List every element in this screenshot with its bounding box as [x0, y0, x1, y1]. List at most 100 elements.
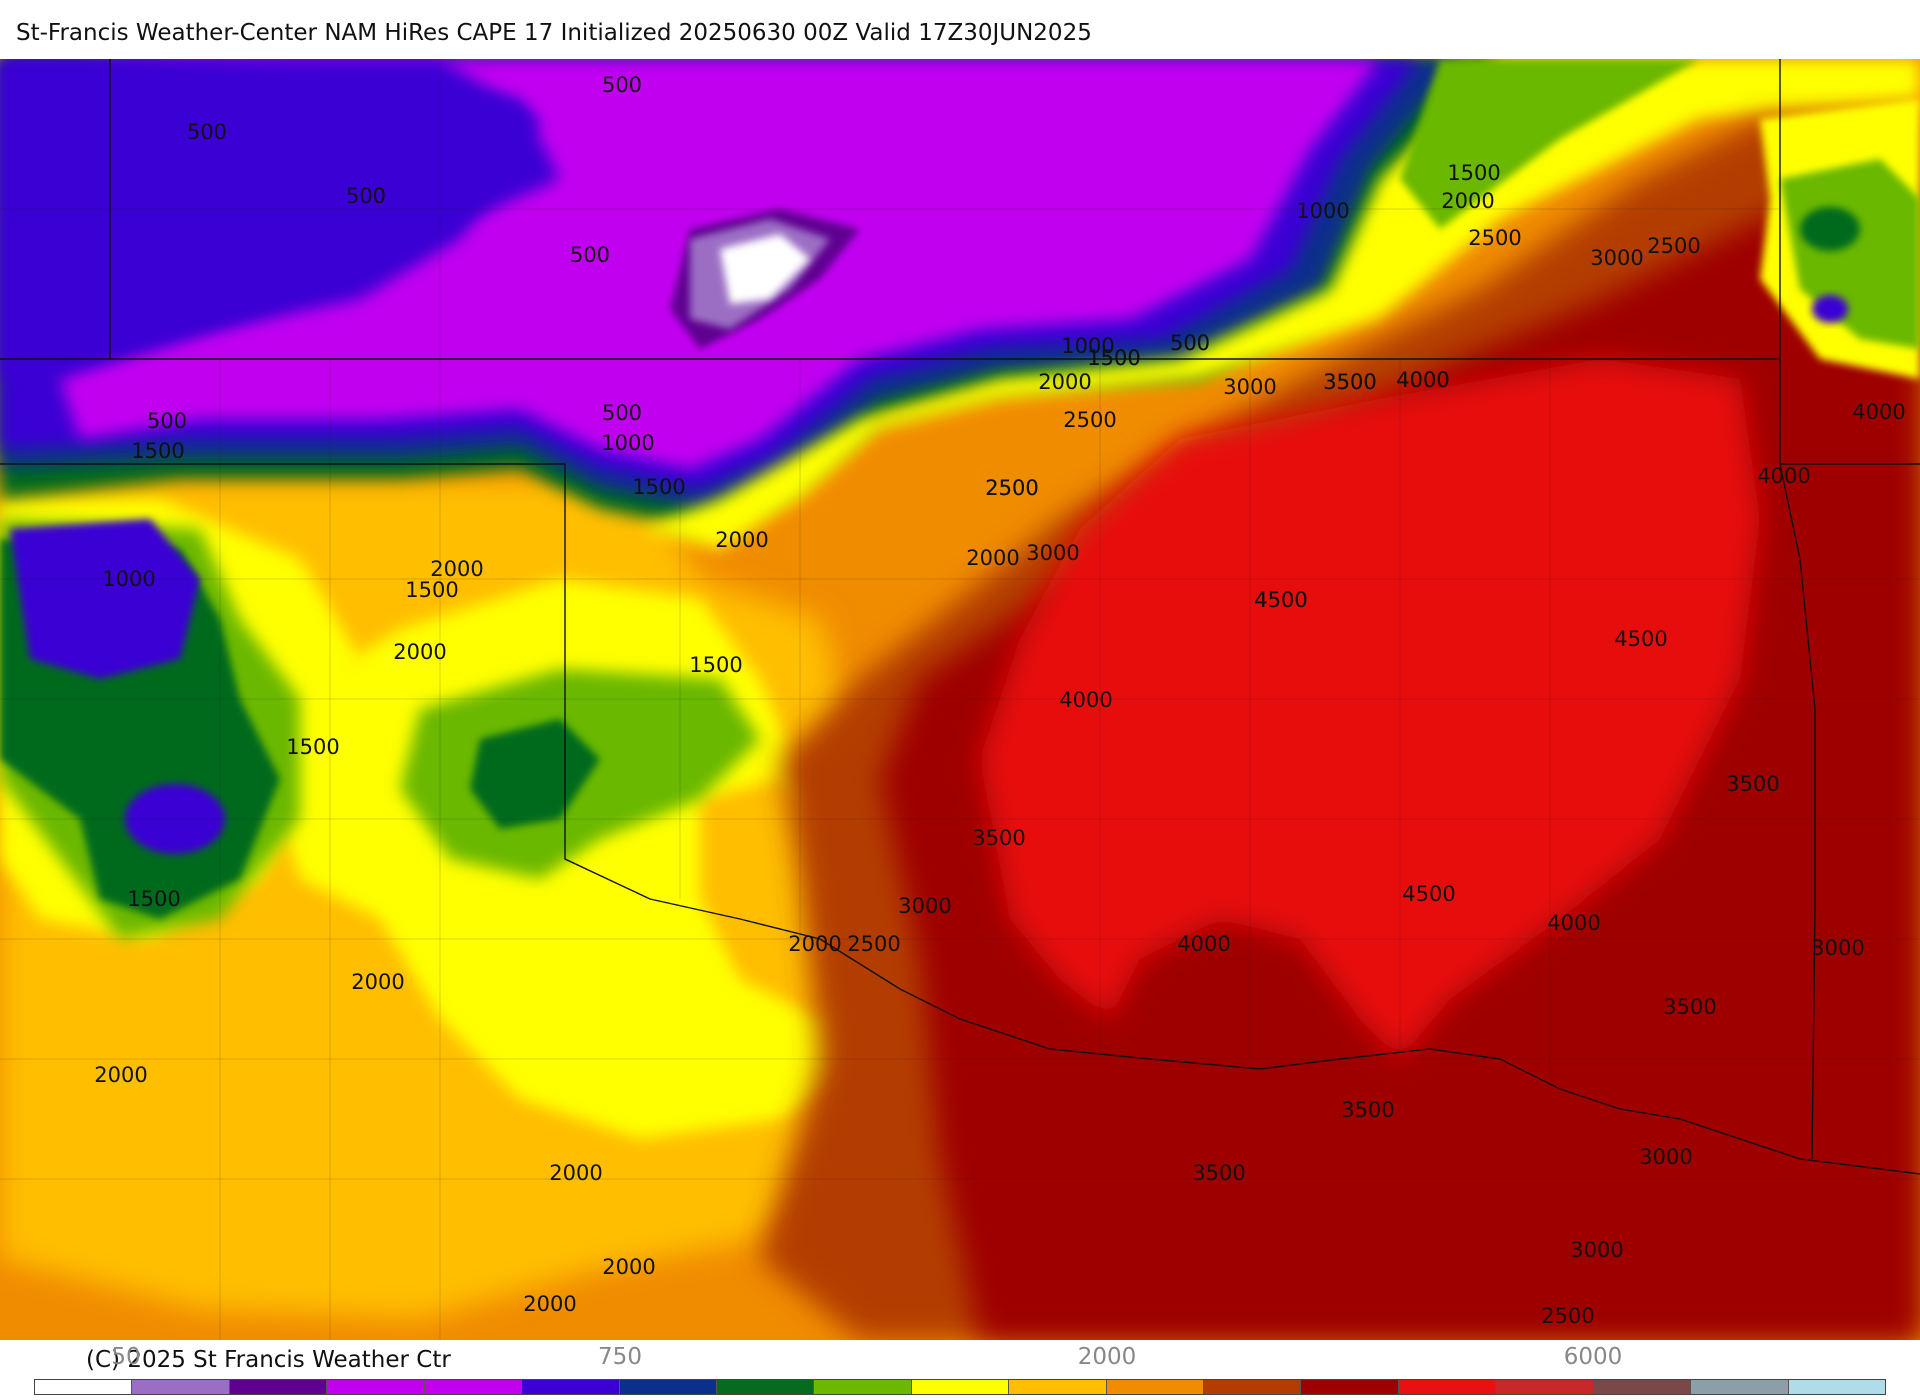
contour-label-54: 4000 [1396, 368, 1449, 392]
scale-tick-label-2: 2000 [1077, 1344, 1137, 1370]
state-borders [0, 59, 1920, 1175]
contour-label-17: 1500 [689, 653, 742, 677]
contour-label-34: 2500 [1063, 408, 1116, 432]
field-4000-east [980, 359, 1760, 1059]
field-1000-northeast [1800, 207, 1860, 251]
contour-label-8: 1000 [1296, 199, 1349, 223]
contour-label-29: 2000 [94, 1063, 147, 1087]
scale-swatch-13 [1301, 1380, 1399, 1394]
cape-map: 5005005005005005005005001000100010001000… [0, 59, 1920, 1340]
contour-label-55: 4000 [1059, 688, 1112, 712]
field-0-north [720, 234, 810, 304]
contour-label-53: 3500 [1323, 370, 1376, 394]
contour-label-64: 4500 [1254, 588, 1307, 612]
scale-swatch-14 [1398, 1380, 1497, 1394]
contour-label-41: 3000 [1223, 375, 1276, 399]
county-grid [0, 59, 1920, 1340]
map-title: St-Francis Weather-Center NAM HiRes CAPE… [16, 20, 1092, 46]
contour-label-26: 2000 [966, 546, 1019, 570]
border-line-5 [1779, 463, 1816, 1160]
color-scale-bar [34, 1379, 1886, 1395]
field-750-northeast [1812, 295, 1848, 323]
scale-swatch-16 [1593, 1380, 1692, 1394]
contour-label-38: 2500 [1541, 1304, 1594, 1328]
scale-tick-label-3: 6000 [1563, 1344, 1623, 1370]
scale-tick-label-1: 750 [598, 1344, 642, 1370]
scale-swatch-5 [522, 1380, 620, 1394]
field-1250-strip [1400, 59, 1700, 229]
contour-label-44: 3000 [1570, 1238, 1623, 1262]
scale-swatch-2 [229, 1380, 328, 1394]
contour-label-30: 2000 [549, 1161, 602, 1185]
contour-label-11: 1000 [1061, 334, 1114, 358]
contour-label-4: 500 [147, 409, 187, 433]
scale-swatch-6 [619, 1380, 717, 1394]
contour-label-28: 2000 [351, 970, 404, 994]
contour-label-51: 3500 [1341, 1098, 1394, 1122]
contour-label-52: 3500 [1192, 1161, 1245, 1185]
contour-label-12: 1500 [1447, 161, 1500, 185]
contour-labels: 5005005005005005005005001000100010001000… [94, 73, 1905, 1328]
scale-swatch-1 [132, 1380, 230, 1394]
contour-label-37: 2500 [1647, 234, 1700, 258]
contour-label-20: 1500 [1087, 346, 1140, 370]
contour-label-19: 1500 [127, 887, 180, 911]
scale-swatch-11 [1106, 1380, 1205, 1394]
contour-label-42: 3000 [1026, 541, 1079, 565]
scale-swatch-9 [911, 1380, 1010, 1394]
field-1000-central [470, 719, 600, 829]
contour-label-10: 1000 [601, 431, 654, 455]
contour-label-32: 2000 [523, 1292, 576, 1316]
contour-label-45: 3000 [1811, 936, 1864, 960]
scale-swatch-15 [1496, 1380, 1594, 1394]
contour-label-39: 2500 [985, 476, 1038, 500]
contour-label-50: 3500 [1663, 995, 1716, 1019]
contour-label-33: 2500 [1468, 226, 1521, 250]
scale-swatch-0 [35, 1380, 133, 1394]
contour-label-63: 4500 [1402, 882, 1455, 906]
contour-label-25: 2000 [715, 528, 768, 552]
contour-label-23: 2000 [430, 557, 483, 581]
contour-label-3: 500 [570, 243, 610, 267]
contour-label-36: 2500 [847, 932, 900, 956]
contour-label-7: 500 [1170, 331, 1210, 355]
field-750-northwest [0, 59, 540, 379]
contour-label-47: 3500 [1323, 370, 1376, 394]
contour-label-9: 1000 [102, 567, 155, 591]
contour-label-58: 4000 [1547, 911, 1600, 935]
contour-label-21: 2000 [1441, 189, 1494, 213]
contour-label-5: 500 [1170, 331, 1210, 355]
contour-label-16: 1500 [405, 578, 458, 602]
contour-label-2: 500 [346, 184, 386, 208]
contour-label-14: 1500 [131, 439, 184, 463]
field-750-west [10, 519, 200, 679]
contour-label-48: 3500 [972, 826, 1025, 850]
scale-swatch-10 [1009, 1380, 1107, 1394]
scale-tick-label-0: 50 [111, 1344, 141, 1370]
contour-label-24: 2000 [393, 640, 446, 664]
field-750-west-small [125, 784, 225, 854]
field-1500-strip [640, 59, 1920, 549]
contour-label-61: 4500 [1254, 588, 1307, 612]
scale-swatch-7 [716, 1380, 815, 1394]
contour-label-27: 2000 [788, 932, 841, 956]
contour-label-31: 2000 [602, 1255, 655, 1279]
contour-label-40: 3000 [1590, 246, 1643, 270]
contour-label-62: 4500 [1614, 627, 1667, 651]
contour-label-1: 500 [187, 120, 227, 144]
contour-label-35: 2500 [985, 476, 1038, 500]
border-line-3 [0, 463, 1920, 1175]
contour-label-0: 500 [602, 73, 642, 97]
contour-label-13: 1500 [1087, 346, 1140, 370]
contour-label-57: 4000 [1757, 464, 1810, 488]
scale-swatch-4 [424, 1380, 523, 1394]
contour-label-22: 2000 [1038, 370, 1091, 394]
contour-label-43: 3000 [898, 894, 951, 918]
contour-label-6: 500 [602, 401, 642, 425]
contour-label-59: 4000 [1177, 932, 1230, 956]
contour-label-46: 3000 [1639, 1145, 1692, 1169]
contour-label-49: 3500 [1726, 772, 1779, 796]
copyright-text: (C) 2025 St Francis Weather Ctr [86, 1347, 451, 1373]
scale-swatch-18 [1788, 1380, 1886, 1394]
contour-label-60: 4000 [1396, 368, 1449, 392]
